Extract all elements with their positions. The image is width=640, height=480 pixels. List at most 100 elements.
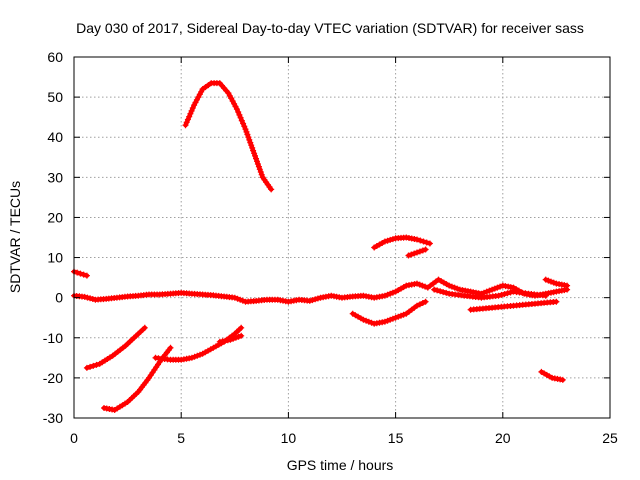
- data-point: [368, 319, 375, 326]
- data-point: [422, 298, 429, 305]
- data-point: [187, 110, 194, 117]
- data-point: [422, 283, 429, 290]
- data-point: [548, 278, 554, 285]
- data-point: [414, 280, 420, 287]
- data-point: [542, 276, 549, 283]
- data-point: [237, 114, 244, 121]
- data-point: [501, 291, 508, 298]
- data-point: [408, 251, 415, 258]
- data-point: [443, 289, 450, 296]
- data-point: [405, 252, 412, 259]
- data-point: [244, 131, 251, 138]
- data-point: [254, 158, 260, 165]
- data-point: [486, 287, 493, 294]
- data-point: [431, 286, 438, 293]
- data-point: [167, 344, 174, 351]
- data-point: [387, 290, 394, 297]
- y-tick-label: 30: [47, 169, 63, 185]
- data-point: [189, 105, 196, 111]
- data-point: [416, 248, 423, 255]
- x-tick-label: 5: [177, 430, 185, 446]
- series-arc-late-small: [542, 276, 571, 289]
- data-point: [395, 313, 402, 320]
- data-point: [188, 354, 195, 361]
- x-tick-label: 20: [495, 430, 511, 446]
- data-point: [241, 123, 248, 130]
- data-point: [84, 294, 91, 301]
- data-point: [437, 288, 444, 295]
- data-point: [231, 294, 238, 301]
- data-point: [256, 166, 263, 173]
- data-point: [227, 336, 234, 343]
- data-point: [381, 318, 388, 325]
- data-point: [559, 376, 566, 383]
- data-point: [387, 236, 394, 243]
- data-point: [423, 239, 430, 246]
- series-arc-mid-short: [405, 246, 429, 259]
- data-point: [74, 269, 81, 276]
- data-point: [232, 334, 239, 341]
- data-point: [191, 353, 198, 360]
- data-point: [253, 155, 259, 162]
- data-point: [414, 249, 420, 256]
- data-point: [236, 111, 243, 118]
- data-point: [504, 290, 511, 297]
- data-point: [446, 282, 453, 289]
- series-arc-neg-rising-a: [83, 324, 148, 371]
- data-point: [542, 292, 549, 299]
- x-tick-label: 25: [602, 430, 618, 446]
- x-tick-label: 0: [70, 430, 78, 446]
- data-point: [141, 324, 148, 331]
- data-point: [419, 247, 426, 254]
- data-point: [414, 236, 420, 243]
- y-tick-label: 60: [47, 49, 63, 65]
- series-arc-zero-secondary: [431, 286, 549, 301]
- data-point: [312, 296, 319, 303]
- data-point: [489, 286, 496, 293]
- data-point: [83, 364, 90, 371]
- data-point: [87, 363, 94, 370]
- data-point: [238, 332, 245, 339]
- data-point: [234, 295, 241, 302]
- data-point: [257, 169, 264, 175]
- y-tick-label: -30: [43, 410, 63, 426]
- plot-frame: [73, 56, 611, 419]
- data-point: [230, 335, 237, 342]
- data-point: [392, 314, 399, 321]
- data-point: [434, 287, 441, 294]
- y-tick-label: 40: [47, 129, 63, 145]
- data-point: [240, 120, 247, 127]
- data-point: [389, 289, 396, 296]
- y-tick-label: 0: [55, 290, 63, 306]
- data-point: [233, 106, 240, 113]
- data-point: [93, 361, 100, 368]
- data-point: [245, 134, 252, 141]
- data-point: [483, 288, 490, 295]
- series-arc-mid-dip: [349, 298, 429, 327]
- data-point: [564, 282, 571, 289]
- data-point: [252, 152, 258, 159]
- series-arc-late-low: [467, 298, 560, 313]
- data-point: [494, 284, 501, 291]
- data-point: [314, 295, 321, 302]
- data-point: [309, 297, 316, 304]
- data-point: [83, 272, 90, 279]
- data-point: [426, 240, 433, 247]
- series-arc-high-peak: [182, 80, 275, 193]
- data-point: [495, 292, 502, 299]
- chart-title: Day 030 of 2017, Sidereal Day-to-day VTE…: [76, 20, 584, 36]
- data-point: [411, 250, 418, 257]
- tick-layer: 0 5 10 15 20 25 -30 -20 -10 0 10 20 30 40 50 60: [43, 49, 618, 446]
- data-point: [365, 318, 372, 325]
- data-point: [419, 300, 426, 306]
- data-point: [242, 126, 249, 133]
- data-point: [381, 292, 388, 299]
- data-point: [255, 163, 262, 170]
- data-point: [194, 352, 201, 359]
- y-tick-label: -20: [43, 370, 63, 386]
- data-point: [553, 298, 560, 305]
- data-point: [238, 117, 245, 124]
- data-point: [186, 113, 193, 120]
- data-point: [77, 270, 84, 277]
